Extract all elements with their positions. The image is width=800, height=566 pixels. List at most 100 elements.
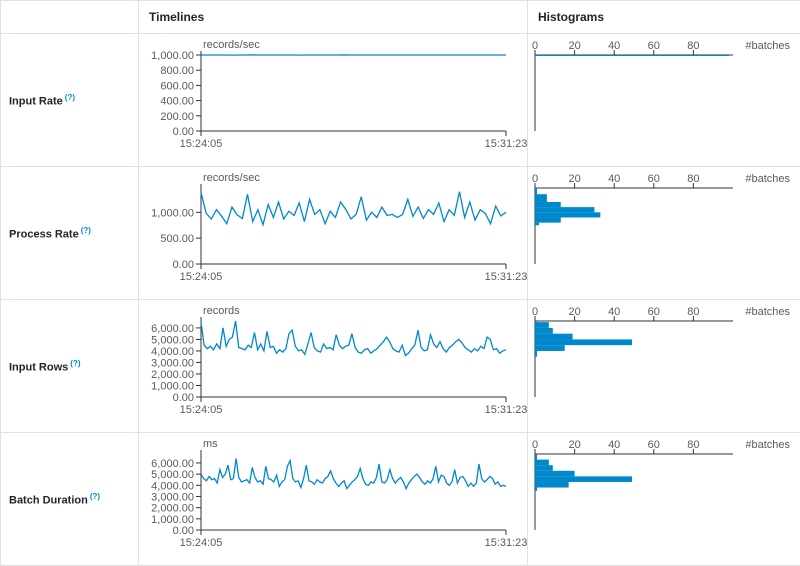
metric-label-cell: Batch Duration(?) [1, 433, 139, 566]
histogram-x-tick-label: 60 [648, 40, 660, 52]
y-tick-label: 2,000.00 [151, 369, 194, 381]
x-tick-label: 15:31:23 [485, 537, 528, 549]
histogram-x-tick-label: 60 [648, 173, 660, 185]
histogram-x-tick-label: 0 [532, 40, 538, 52]
histogram-bar [535, 202, 561, 207]
histogram-bar [535, 471, 575, 477]
histogram-bar [535, 351, 537, 357]
timeline-cell: records/sec 0.00 200.00 400.00 600.00 800.00 1… [139, 34, 528, 167]
histogram-x-tick-label: 40 [608, 439, 620, 451]
histogram-x-tick-label: 40 [608, 306, 620, 318]
histogram-bar [535, 482, 569, 488]
histogram-bar [535, 460, 549, 466]
histogram-bar [535, 339, 632, 345]
histogram-x-label: #batches [745, 40, 790, 52]
histogram-bar [535, 223, 539, 226]
histogram-x-tick-label: 60 [648, 439, 660, 451]
histogram-bar [535, 334, 573, 340]
histogram-bar [535, 454, 537, 460]
histogram-bar [535, 476, 632, 482]
header-timelines: Timelines [139, 1, 528, 34]
y-tick-label: 800.00 [160, 65, 194, 77]
histogram-x-tick-label: 0 [532, 439, 538, 451]
timeline-chart-input-rate: records/sec 0.00 200.00 400.00 600.00 800.00 1… [139, 34, 528, 161]
y-tick-label: 1,000.00 [151, 514, 194, 526]
timeline-chart-batch-duration: ms0.001,000.002,000.003,000.004,000.005,… [139, 433, 528, 560]
y-tick-label: 3,000.00 [151, 357, 194, 369]
y-tick-label: 1,000.00 [151, 380, 194, 392]
histogram-x-tick-label: 20 [568, 40, 580, 52]
y-tick-label: 0.00 [173, 126, 194, 138]
x-tick-label: 15:24:05 [180, 271, 223, 283]
histogram-x-tick-label: 80 [687, 40, 699, 52]
histogram-x-tick-label: 0 [532, 306, 538, 318]
timeline-cell: records/sec 0.00 500.00 1,000.00 15:24:05 15:… [139, 167, 528, 300]
metric-label: Input Rate [9, 95, 63, 107]
histogram-bar [535, 322, 549, 328]
y-tick-label: 400.00 [160, 96, 194, 108]
header-empty-cell [1, 1, 139, 34]
help-icon[interactable]: (?) [70, 359, 80, 368]
x-tick-label: 15:24:05 [180, 138, 223, 150]
y-unit-label: records/sec [203, 39, 260, 51]
histogram-cell: 0 20 40 60 80 #batches [528, 34, 800, 167]
histogram-x-label: #batches [745, 173, 790, 185]
histogram-x-tick-label: 0 [532, 173, 538, 185]
y-tick-label: 4,000.00 [151, 346, 194, 358]
y-tick-label: 1,000.00 [151, 50, 194, 62]
metric-label-cell: Input Rows(?) [1, 300, 139, 433]
y-tick-label: 1,000.00 [151, 207, 194, 219]
histogram-bar [535, 207, 594, 212]
histogram-bar [535, 55, 729, 56]
histogram-x-tick-label: 80 [687, 306, 699, 318]
y-tick-label: 500.00 [160, 233, 194, 245]
histogram-bar [535, 465, 553, 471]
metric-label-cell: Process Rate(?) [1, 167, 139, 300]
help-icon[interactable]: (?) [65, 93, 75, 102]
histogram-x-tick-label: 80 [687, 173, 699, 185]
y-tick-label: 0.00 [173, 525, 194, 537]
row-input-rate: Input Rate(?) records/sec 0.00 200.00 400.0… [1, 34, 800, 167]
y-tick-label: 5,000.00 [151, 469, 194, 481]
histogram-bar [535, 217, 561, 222]
metric-label: Process Rate [9, 228, 79, 240]
histogram-chart-input-rate: 0 20 40 60 80 #batches [528, 34, 800, 161]
x-tick-label: 15:24:05 [180, 404, 223, 416]
x-tick-label: 15:31:23 [485, 138, 528, 150]
histogram-bar [535, 188, 537, 194]
histogram-x-tick-label: 40 [608, 173, 620, 185]
y-tick-label: 600.00 [160, 80, 194, 92]
y-unit-label: records [203, 305, 240, 317]
histogram-x-tick-label: 60 [648, 306, 660, 318]
metric-label-cell: Input Rate(?) [1, 34, 139, 167]
y-tick-label: 4,000.00 [151, 480, 194, 492]
histogram-bar [535, 488, 537, 491]
table-header-row: Timelines Histograms [1, 1, 800, 34]
histogram-x-tick-label: 80 [687, 439, 699, 451]
header-histograms: Histograms [528, 1, 800, 34]
histogram-bar [535, 194, 547, 202]
help-icon[interactable]: (?) [81, 226, 91, 235]
metric-label: Batch Duration [9, 494, 88, 506]
y-tick-label: 6,000.00 [151, 323, 194, 335]
histogram-x-tick-label: 40 [608, 40, 620, 52]
x-tick-label: 15:24:05 [180, 537, 223, 549]
x-tick-label: 15:31:23 [485, 271, 528, 283]
y-unit-label: records/sec [203, 172, 260, 184]
series-line [201, 321, 506, 356]
timeline-chart-process-rate: records/sec 0.00 500.00 1,000.00 15:24:05 15:… [139, 167, 528, 294]
y-tick-label: 200.00 [160, 111, 194, 123]
y-tick-label: 0.00 [173, 259, 194, 271]
help-icon[interactable]: (?) [90, 492, 100, 501]
timeline-chart-input-rows: records0.001,000.002,000.003,000.004,000… [139, 300, 528, 427]
